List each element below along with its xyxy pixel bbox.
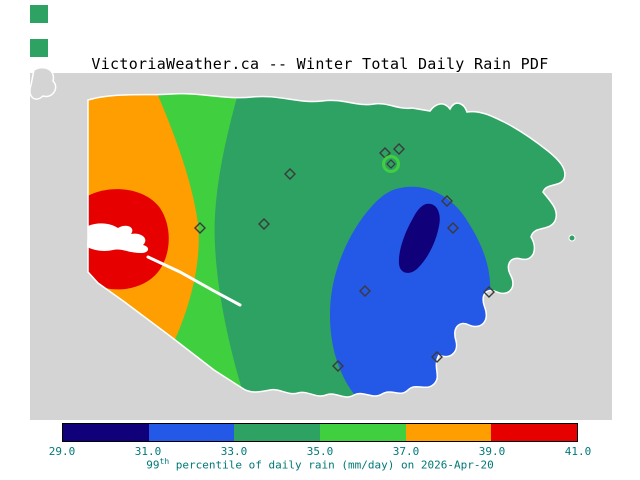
station-marker: [386, 159, 396, 169]
colorbar-seg-29-31: [63, 424, 149, 441]
colorbar: [62, 423, 578, 442]
colorbar-tick-29: 29.0: [48, 445, 76, 458]
station-marker: [258, 218, 270, 230]
station-marker: [332, 360, 344, 372]
colorbar-seg-37-39: [405, 424, 492, 441]
colorbar-tick-41: 41.0: [564, 445, 592, 458]
station-marker: [431, 351, 443, 363]
map-title: VictoriaWeather.ca -- Winter Total Daily…: [91, 55, 549, 73]
caption-percentile-sup: th: [159, 457, 170, 466]
colorbar-tick-39: 39.0: [478, 445, 506, 458]
station-marker: [393, 143, 405, 155]
colorbar-tick-37: 37.0: [392, 445, 420, 458]
colorbar-caption: 99th percentile of daily rain (mm/day) o…: [146, 457, 493, 472]
highlighted-station: [382, 155, 400, 173]
islet-right: [568, 234, 576, 242]
colorbar-seg-39-41: [491, 424, 578, 441]
station-marker: [441, 195, 453, 207]
highlight-ring-icon: [382, 155, 400, 173]
colorbar-seg-35-37: [320, 424, 406, 441]
station-marker: [194, 222, 206, 234]
caption-percentile: 99: [146, 458, 160, 472]
colorbar-tick-33: 33.0: [220, 445, 248, 458]
colorbar-seg-31-33: [148, 424, 235, 441]
island-topleft: [29, 66, 57, 100]
colorbar-tick-31: 31.0: [134, 445, 162, 458]
coastline: [87, 92, 566, 398]
colorbar-tick-35: 35.0: [306, 445, 334, 458]
harbour-inlet: [87, 223, 149, 253]
station-marker: [359, 285, 371, 297]
station-marker: [483, 286, 495, 298]
edge-tile-bottom: [30, 39, 48, 57]
station-marker: [447, 222, 459, 234]
station-markers: [194, 143, 495, 372]
waterway-line: [146, 255, 242, 307]
contour-region-29-31: [398, 203, 440, 273]
caption-rest: percentile of daily rain (mm/day) on 202…: [169, 458, 494, 472]
colorbar-seg-33-35: [234, 424, 321, 441]
edge-tile-top: [30, 5, 48, 23]
station-marker: [284, 168, 296, 180]
